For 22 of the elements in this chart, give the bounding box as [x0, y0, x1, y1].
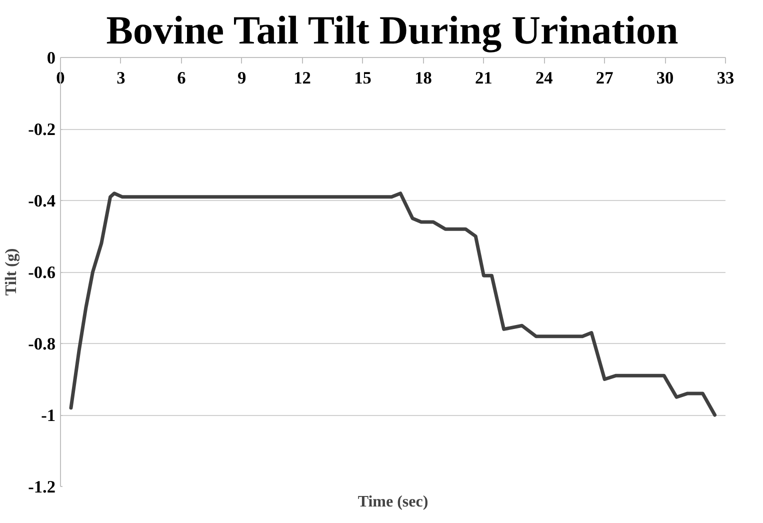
- x-tick-label: 21: [475, 68, 492, 88]
- x-tick-label: 27: [596, 68, 614, 88]
- y-tick-label: 0: [46, 48, 56, 68]
- y-tick-label: -1: [41, 406, 56, 425]
- x-axis-title: Time (sec): [358, 494, 428, 510]
- x-tick-label: 3: [116, 68, 126, 88]
- x-tick-label: 9: [238, 68, 247, 88]
- y-tick-label: -0.6: [28, 263, 56, 282]
- x-tick-label: 33: [716, 68, 734, 88]
- y-tick-label: -0.4: [28, 192, 56, 210]
- y-tick-label: -1.2: [28, 478, 56, 496]
- y-axis-title: Tilt (g): [3, 248, 20, 296]
- x-tick-label: 6: [177, 68, 186, 88]
- x-tick-label: 18: [414, 68, 432, 88]
- y-tick-label: -0.8: [28, 334, 56, 354]
- x-tick-label: 12: [294, 68, 311, 88]
- x-tick-label: 24: [535, 68, 554, 88]
- y-tick-label: -0.2: [28, 120, 56, 139]
- line-series: [69, 192, 717, 417]
- x-tick-label: 15: [354, 68, 372, 88]
- chart-title: Bovine Tail Tilt During Urination: [106, 8, 678, 52]
- x-tick-label: 30: [656, 68, 674, 88]
